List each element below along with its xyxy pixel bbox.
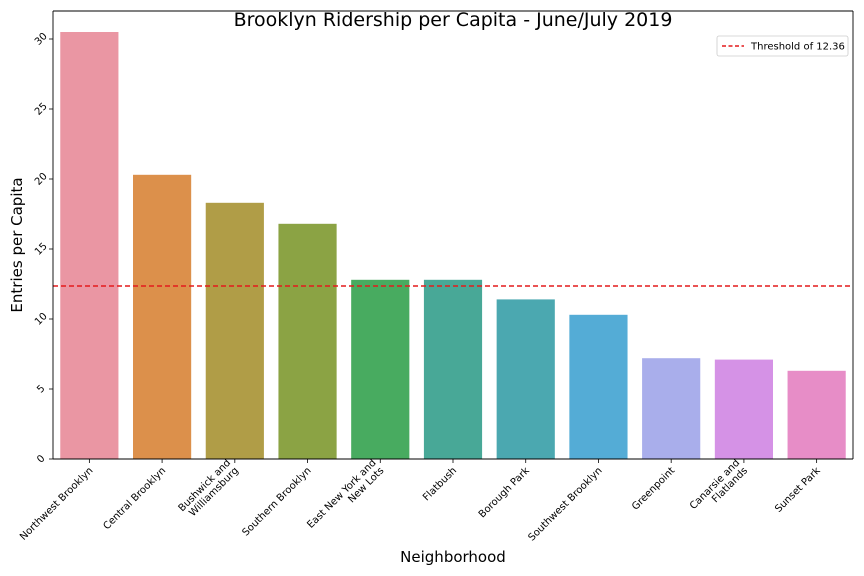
y-tick-label: 20	[33, 171, 50, 188]
y-tick-label: 5	[35, 383, 47, 395]
bar-4	[351, 279, 410, 459]
bar-10	[787, 370, 846, 459]
bar-6	[496, 299, 555, 459]
y-tick-label: 30	[33, 31, 50, 48]
chart-title: Brooklyn Ridership per Capita - June/Jul…	[234, 9, 673, 31]
bar-8	[642, 358, 701, 459]
x-tick-label: Northwest Brooklyn	[18, 465, 95, 542]
bar-9	[714, 359, 773, 459]
x-tick-label: Central Brooklyn	[101, 465, 168, 532]
bar-1	[133, 174, 192, 460]
x-tick-label: Flatbush	[421, 465, 459, 503]
bars-layer	[60, 32, 846, 460]
bar-0	[60, 32, 119, 459]
y-tick-label: 0	[35, 453, 47, 465]
x-tick-label: Bushwick andWilliamsburg	[177, 458, 241, 522]
x-tick-label: Sunset Park	[773, 465, 823, 515]
x-tick-label: Canarsie andFlatlands	[688, 458, 750, 520]
x-tick-label: East New York andNew Lots	[305, 458, 386, 539]
y-ticks-layer: 0 5 10 15 20 25 30	[33, 31, 53, 465]
legend: Threshold of 12.36	[716, 35, 849, 57]
y-tick-label: 15	[33, 241, 50, 258]
x-tick-label: Southwest Brooklyn	[526, 465, 604, 543]
x-tick-label: Greenpoint	[630, 465, 677, 512]
bar-2	[205, 202, 264, 460]
y-tick-label: 10	[33, 311, 50, 328]
y-axis-title: Entries per Capita	[8, 177, 26, 312]
x-axis-title: Neighborhood	[400, 548, 506, 566]
legend-threshold-label: Threshold of 12.36	[750, 42, 845, 53]
x-tick-label: Borough Park	[477, 465, 532, 520]
bar-5	[423, 279, 483, 459]
bar-3	[278, 223, 337, 459]
bar-7	[569, 314, 628, 459]
legend-box	[716, 35, 849, 57]
y-tick-label: 25	[33, 101, 50, 118]
x-tick-label: Southern Brooklyn	[240, 465, 313, 538]
x-ticks-layer: Northwest Brooklyn Central Brooklyn Bushwi…	[18, 458, 823, 544]
